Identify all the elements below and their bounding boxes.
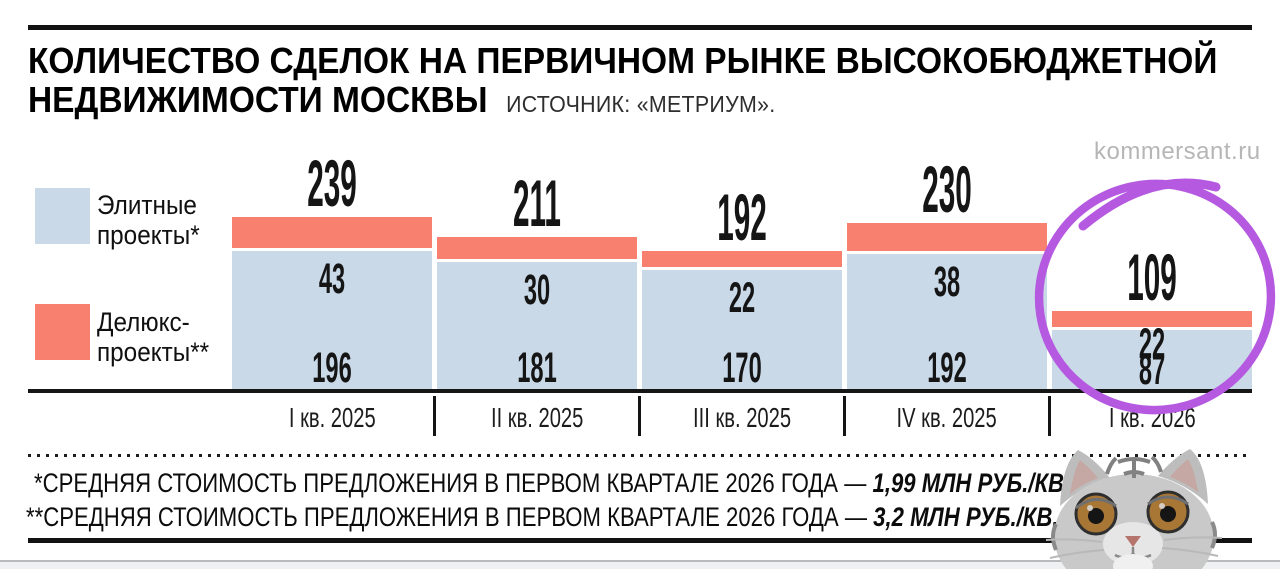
legend-swatch-deluxe xyxy=(35,304,90,360)
x-axis-label-text: I кв. 2025 xyxy=(288,402,376,433)
total-value-label: 192 xyxy=(717,180,767,254)
x-axis-label: II кв. 2025 xyxy=(437,402,637,434)
x-axis-label: IV кв. 2025 xyxy=(847,402,1047,434)
legend-elite-line1: Элитные xyxy=(97,190,197,220)
dotted-divider xyxy=(28,454,1252,457)
deluxe-value-label: 30 xyxy=(523,266,551,314)
deluxe-value-label: 43 xyxy=(318,255,346,303)
cat-image xyxy=(1045,449,1223,569)
legend-elite-line2: проекты* xyxy=(97,220,200,250)
deluxe-segment xyxy=(437,237,637,259)
bar-column-5: 109 22 87 xyxy=(1052,150,1252,394)
x-axis-label-text: III кв. 2025 xyxy=(693,402,791,433)
elite-value-label: 87 xyxy=(1138,346,1166,394)
bar-column-3: 192 22 170 xyxy=(642,150,842,390)
footnote-2: **СРЕДНЯЯ СТОИМОСТЬ ПРЕДЛОЖЕНИЯ В ПЕРВОМ… xyxy=(26,504,1280,531)
legend-label-deluxe: Делюкс- проекты** xyxy=(97,307,222,367)
page-edge-line xyxy=(0,560,1280,562)
bottom-rule xyxy=(28,538,1252,543)
x-axis-line xyxy=(28,389,1252,393)
x-axis-tick xyxy=(433,396,436,436)
total-value-label: 230 xyxy=(922,152,972,226)
x-axis-tick xyxy=(843,396,846,436)
page-title-line2: НЕДВИЖИМОСТИ МОСКВЫ ИСТОЧНИК: «МЕТРИУМ». xyxy=(28,81,832,123)
page-edge-band xyxy=(0,562,1280,569)
bar-column-4: 230 38 192 xyxy=(847,150,1047,390)
legend-swatch-elite xyxy=(35,188,90,244)
elite-segment xyxy=(642,267,842,390)
x-axis-label: I кв. 2025 xyxy=(232,402,432,434)
deluxe-segment xyxy=(232,217,432,248)
page-title-line1: КОЛИЧЕСТВО СДЕЛОК НА ПЕРВИЧНОМ РЫНКЕ ВЫС… xyxy=(28,42,1280,80)
x-axis-label: I кв. 2026 xyxy=(1052,402,1252,434)
footnote-2-text: **СРЕДНЯЯ СТОИМОСТЬ ПРЕДЛОЖЕНИЯ В ПЕРВОМ… xyxy=(26,502,874,532)
watermark: kommersant.ru xyxy=(1094,138,1261,165)
x-axis-tick xyxy=(638,396,641,436)
elite-segment xyxy=(847,251,1047,390)
source-label: ИСТОЧНИК: «МЕТРИУМ». xyxy=(506,91,776,117)
x-axis-tick xyxy=(1048,396,1051,436)
top-rule xyxy=(28,25,1252,30)
bar-chart: 239 43 196 211 30 181 192 22 170 230 38 192 109 22 87 xyxy=(232,150,1257,394)
x-axis-label: III кв. 2025 xyxy=(642,402,842,434)
page-title-text2: НЕДВИЖИМОСТИ МОСКВЫ xyxy=(28,79,488,120)
elite-value-label: 170 xyxy=(722,344,762,392)
x-axis-label-text: IV кв. 2025 xyxy=(896,402,998,433)
elite-segment xyxy=(437,259,637,390)
footnote-1-text: *СРЕДНЯЯ СТОИМОСТЬ ПРЕДЛОЖЕНИЯ В ПЕРВОМ … xyxy=(34,468,873,498)
page-title-text1: КОЛИЧЕСТВО СДЕЛОК НА ПЕРВИЧНОМ РЫНКЕ ВЫС… xyxy=(28,40,1218,81)
legend-deluxe-line1: Делюкс- xyxy=(97,307,190,337)
bar-column-1: 239 43 196 xyxy=(232,150,432,390)
elite-value-label: 181 xyxy=(517,344,557,392)
elite-value-label: 196 xyxy=(312,344,352,392)
bar-column-2: 211 30 181 xyxy=(437,150,637,390)
legend-deluxe-line2: проекты** xyxy=(97,337,210,367)
deluxe-segment xyxy=(642,251,842,267)
elite-value-label: 192 xyxy=(927,344,967,392)
deluxe-value-label: 38 xyxy=(933,258,961,306)
deluxe-value-label: 22 xyxy=(728,274,756,322)
title-source-row: НЕДВИЖИМОСТИ МОСКВЫ ИСТОЧНИК: «МЕТРИУМ». xyxy=(28,81,775,123)
deluxe-segment xyxy=(847,223,1047,251)
x-axis-label-text: II кв. 2025 xyxy=(490,402,584,433)
total-value-label: 211 xyxy=(513,166,561,240)
total-value-label: 239 xyxy=(307,146,357,220)
total-value-label: 109 xyxy=(1127,240,1177,314)
x-axis-label-text: I кв. 2026 xyxy=(1108,402,1196,433)
legend-label-elite: Элитные проекты* xyxy=(97,190,211,250)
elite-segment xyxy=(232,248,432,390)
